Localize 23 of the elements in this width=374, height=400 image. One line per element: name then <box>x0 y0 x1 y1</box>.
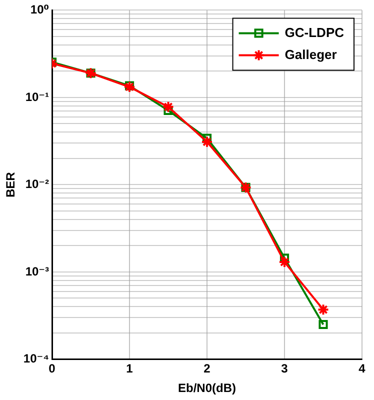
legend-label: GC-LDPC <box>284 24 345 40</box>
y-tick-label: 10⁰ <box>30 2 50 17</box>
point <box>164 106 173 115</box>
y-tick-label: 10⁻² <box>25 177 50 192</box>
x-tick-label: 2 <box>204 362 211 376</box>
point <box>318 320 328 330</box>
point <box>201 136 214 148</box>
x-tick-label: 4 <box>358 362 366 376</box>
point <box>124 80 136 93</box>
y-axis-title: BER <box>4 172 18 198</box>
point <box>317 304 330 316</box>
legend-label: Galleger <box>284 46 337 62</box>
x-axis-title: Eb/N0(dB) <box>178 381 236 396</box>
point <box>162 100 174 113</box>
y-tick-label: 10⁻⁴ <box>23 352 50 366</box>
y-tick-label: 10⁻¹ <box>25 90 50 104</box>
point <box>278 256 291 268</box>
point <box>202 134 212 143</box>
x-tick-label: 1 <box>126 362 134 376</box>
x-tick-label: 0 <box>48 362 56 376</box>
point <box>124 81 134 90</box>
y-tick-label: 10⁻³ <box>25 264 50 278</box>
x-tick-label: 3 <box>281 362 288 376</box>
